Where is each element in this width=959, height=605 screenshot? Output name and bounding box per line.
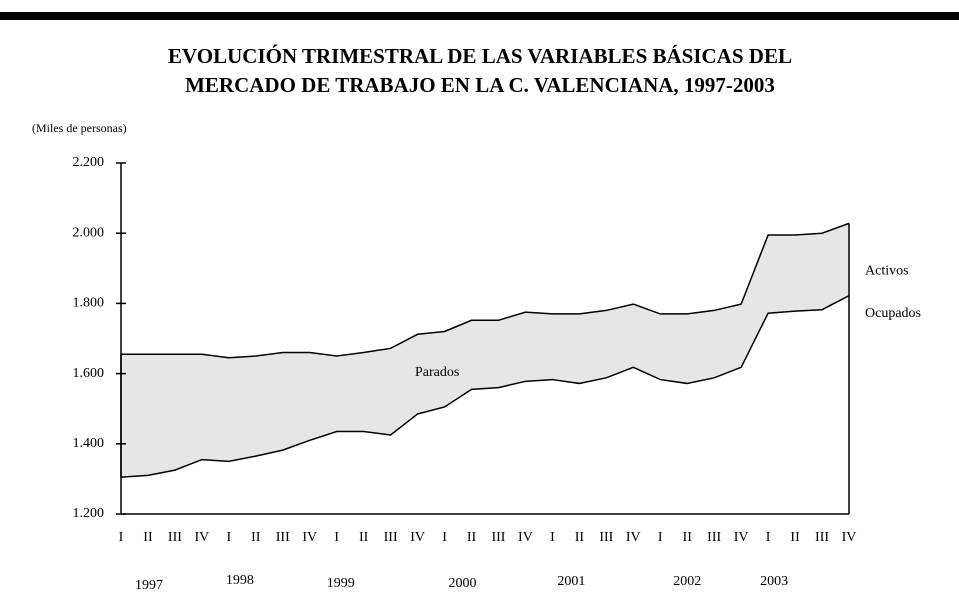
x-tick-label: III (168, 530, 182, 545)
x-tick-label: I (442, 530, 447, 545)
year-label: 2001 (557, 574, 585, 589)
x-tick-label: I (658, 530, 663, 545)
x-tick-label: II (359, 530, 369, 545)
x-tick-label: IV (842, 530, 857, 545)
x-tick-label: III (707, 530, 721, 545)
x-tick-label: II (143, 530, 153, 545)
x-tick-label: III (384, 530, 398, 545)
top-bar (0, 12, 959, 20)
y-tick-label: 1.200 (73, 506, 105, 521)
x-tick-label: I (119, 530, 124, 545)
band-label: Parados (415, 365, 459, 380)
y-tick-label: 2.000 (73, 225, 105, 240)
x-tick-label: I (227, 530, 232, 545)
x-tick-label: I (550, 530, 555, 545)
series-line (121, 222, 850, 359)
series-label: Ocupados (865, 306, 921, 321)
year-label: 1997 (135, 578, 163, 593)
y-tick-label: 1.400 (73, 436, 105, 451)
x-tick-label: IV (302, 530, 317, 545)
series-label: Activos (865, 264, 909, 279)
x-tick-label: II (683, 530, 693, 545)
year-label: 2000 (449, 576, 477, 591)
chart-title: EVOLUCIÓN TRIMESTRAL DE LAS VARIABLES BÁ… (168, 44, 792, 68)
series-line (120, 295, 850, 478)
x-tick-label: I (334, 530, 339, 545)
y-tick-label: 2.200 (73, 155, 105, 170)
y-tick-label: 1.600 (73, 366, 105, 381)
x-tick-label: II (790, 530, 800, 545)
x-tick-label: I (766, 530, 771, 545)
x-tick-label: II (575, 530, 585, 545)
band (121, 223, 849, 478)
y-tick-label: 1.800 (73, 296, 105, 311)
x-tick-label: III (599, 530, 613, 545)
x-tick-label: III (491, 530, 505, 545)
x-tick-label: II (467, 530, 477, 545)
x-tick-label: II (251, 530, 261, 545)
x-tick-label: IV (410, 530, 425, 545)
unit-label: (Miles de personas) (32, 121, 127, 135)
year-label: 1999 (327, 576, 355, 591)
x-tick-label: IV (626, 530, 641, 545)
chart-title: MERCADO DE TRABAJO EN LA C. VALENCIANA, … (185, 73, 775, 97)
x-tick-label: IV (734, 530, 749, 545)
year-label: 2003 (760, 574, 788, 589)
year-label: 2002 (673, 574, 701, 589)
x-tick-label: III (815, 530, 829, 545)
x-tick-label: III (276, 530, 290, 545)
x-tick-label: IV (194, 530, 209, 545)
x-tick-label: IV (518, 530, 533, 545)
year-label: 1998 (226, 573, 254, 588)
